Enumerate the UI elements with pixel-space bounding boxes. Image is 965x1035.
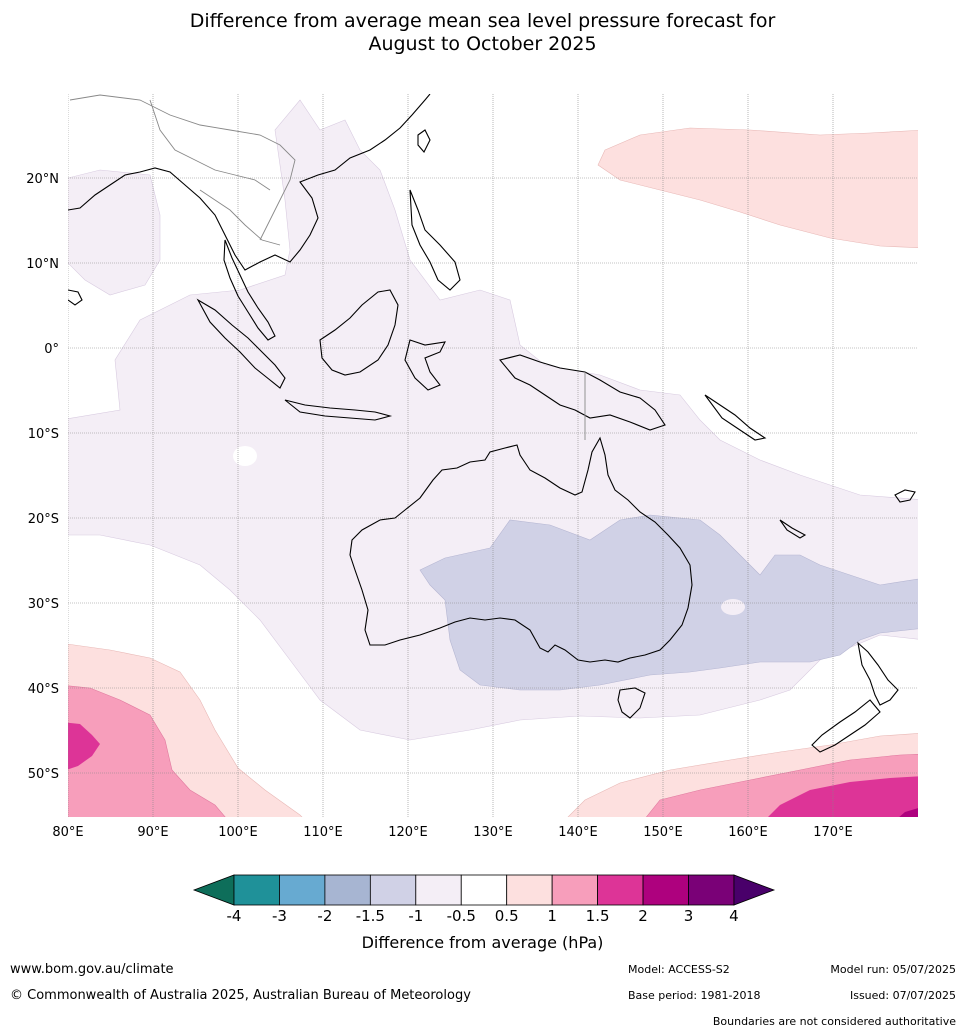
title-line-2: August to October 2025 <box>368 33 597 55</box>
lon-label: 100°E <box>218 825 258 840</box>
lon-label: 80°E <box>52 825 83 840</box>
coast-java <box>284 399 393 421</box>
website-link[interactable]: www.bom.gov.au/climate <box>10 962 174 977</box>
lat-label: 10°S <box>28 427 59 442</box>
coast-new-caledonia <box>779 519 807 539</box>
colorbar-bin <box>279 874 326 906</box>
country-borders <box>69 94 586 440</box>
colorbar-tick-labels: -4 -3 -2 -1.5 -1 -0.5 0.5 1 1.5 2 3 4 <box>227 907 739 925</box>
colorbar-tick-label: 1.5 <box>586 907 610 925</box>
map-title: Difference from average mean sea level p… <box>0 10 965 56</box>
coastlines <box>68 94 916 753</box>
lon-label: 150°E <box>643 825 683 840</box>
lat-label: 0° <box>44 342 59 357</box>
colorbar-tick-label: 2 <box>638 907 648 925</box>
colorbar-bin <box>597 874 644 906</box>
coast-new-guinea <box>499 354 666 431</box>
map-panel <box>68 94 918 817</box>
anomaly-region-lavender <box>419 514 918 691</box>
lat-label: 30°S <box>28 597 59 612</box>
colorbar-bin <box>460 874 508 906</box>
disclaimer-text: Boundaries are not considered authoritat… <box>712 1015 956 1028</box>
lat-label: 10°N <box>26 257 59 272</box>
title-line-1: Difference from average mean sea level p… <box>189 10 776 32</box>
lat-label: 50°S <box>28 767 59 782</box>
colorbar-tick-label: -4 <box>227 907 242 925</box>
longitude-labels: 80°E 90°E 100°E 110°E 120°E 130°E 140°E 150°E 16… <box>52 825 852 840</box>
colorbar <box>192 874 776 906</box>
colorbar-bin <box>506 874 553 906</box>
colorbar-tick-label: 3 <box>684 907 694 925</box>
lon-label: 110°E <box>303 825 343 840</box>
coast-taiwan <box>417 129 431 153</box>
white-hole <box>233 446 257 466</box>
lat-label: 40°S <box>28 682 59 697</box>
anomaly-region-rose-southwest <box>68 685 226 817</box>
coast-new-zealand-south <box>811 699 881 753</box>
colorbar-bin <box>642 874 689 906</box>
colorbar-tick-label: 4 <box>729 907 739 925</box>
lon-label: 140°E <box>558 825 598 840</box>
coast-fiji <box>894 489 916 503</box>
coast-philippines <box>409 189 461 291</box>
anomaly-region-purple-southeast <box>899 808 918 817</box>
lon-label: 170°E <box>813 825 853 840</box>
copyright-text: © Commonwealth of Australia 2025, Austra… <box>10 988 471 1003</box>
coast-sulawesi <box>404 339 446 391</box>
base-period-text: Base period: 1981-2018 <box>628 989 761 1002</box>
colorbar-tick-label: -1.5 <box>356 907 385 925</box>
colorbar-extend-low <box>192 874 235 906</box>
coast-solomons <box>704 394 767 441</box>
coast-sumatra <box>196 298 286 389</box>
coast-sri-lanka <box>68 289 83 306</box>
lavender-hole <box>721 599 745 615</box>
lat-label: 20°S <box>28 512 59 527</box>
lat-label: 20°N <box>26 172 59 187</box>
colorbar-title: Difference from average (hPa) <box>361 933 604 952</box>
coast-borneo <box>319 289 399 376</box>
colorbar-tick-label: -3 <box>272 907 287 925</box>
anomaly-region-magenta-southwest <box>68 722 100 770</box>
colorbar-bin <box>415 874 462 906</box>
border-asia <box>69 94 586 440</box>
colorbar-tick-label: -2 <box>317 907 332 925</box>
colorbar-tick-label: -0.5 <box>447 907 476 925</box>
coast-malay-peninsula <box>223 239 276 341</box>
anomaly-region-lavender-west <box>68 169 161 296</box>
colorbar-bin <box>324 874 371 906</box>
lon-label: 130°E <box>473 825 513 840</box>
anomaly-region-pink-northeast <box>597 127 918 248</box>
colorbar-bin <box>233 874 280 906</box>
issued-text: Issued: 07/07/2025 <box>849 989 956 1002</box>
colorbar-tick-label: -1 <box>408 907 423 925</box>
anomaly-region-magenta-southeast <box>768 776 918 817</box>
colorbar-tick-label: 1 <box>547 907 557 925</box>
model-text: Model: ACCESS-S2 <box>628 963 730 976</box>
lon-label: 90°E <box>137 825 168 840</box>
coast-asia-mainland <box>68 94 431 271</box>
lon-label: 160°E <box>728 825 768 840</box>
colorbar-bin <box>688 874 735 906</box>
colorbar-extend-high <box>733 874 776 906</box>
model-run-text: Model run: 05/07/2025 <box>830 963 956 976</box>
colorbar-bin <box>369 874 417 906</box>
colorbar-tick-label: 0.5 <box>495 907 519 925</box>
coast-new-zealand-north <box>857 641 899 706</box>
coast-tasmania <box>617 687 646 719</box>
coast-australia <box>349 436 693 663</box>
gridlines <box>68 94 918 817</box>
colorbar-bin <box>551 874 599 906</box>
lon-label: 120°E <box>388 825 428 840</box>
latitude-labels: 20°N 10°N 0° 10°S 20°S 30°S 40°S 50°S <box>26 172 59 782</box>
